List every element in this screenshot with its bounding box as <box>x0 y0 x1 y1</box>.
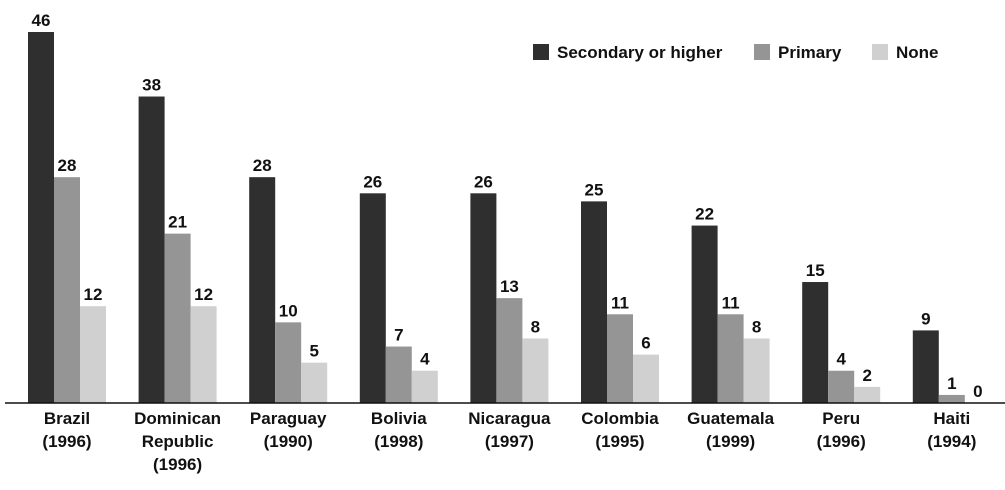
value-label: 26 <box>474 172 493 191</box>
bar <box>80 306 106 403</box>
bar <box>54 177 80 403</box>
bar <box>359 193 386 403</box>
bar <box>249 177 276 403</box>
x-tick-label: Guatemala (1999) <box>687 409 775 451</box>
value-label: 8 <box>531 317 540 336</box>
value-label: 12 <box>84 285 103 304</box>
bar <box>496 298 523 403</box>
x-tick-label: Paraguay (1990) <box>249 409 327 451</box>
bar <box>938 394 965 403</box>
legend-swatch <box>754 44 770 60</box>
value-label: 12 <box>194 285 213 304</box>
bar <box>607 314 633 403</box>
bar <box>411 370 438 403</box>
value-label: 6 <box>641 334 650 353</box>
bar <box>912 330 939 403</box>
value-label: 1 <box>947 374 956 393</box>
bar <box>301 362 328 403</box>
value-label: 13 <box>500 277 519 296</box>
bar <box>633 354 659 403</box>
value-label: 2 <box>862 366 871 385</box>
legend-swatch <box>872 44 888 60</box>
x-tick-label: Dominican Republic (1996) <box>134 409 222 474</box>
bar <box>802 282 829 403</box>
bar <box>717 314 744 403</box>
value-label: 4 <box>420 350 430 369</box>
value-label: 25 <box>585 180 604 199</box>
value-label: 8 <box>752 317 761 336</box>
bar <box>385 346 412 403</box>
bar <box>138 96 165 404</box>
value-label: 28 <box>58 156 77 175</box>
x-tick-label: Peru (1996) <box>816 409 866 451</box>
x-tick-label: Nicaragua (1997) <box>468 409 551 451</box>
value-label: 9 <box>921 309 930 328</box>
value-label: 21 <box>168 213 187 232</box>
legend-swatch <box>533 44 549 60</box>
bar <box>164 233 191 403</box>
value-label: 4 <box>836 350 846 369</box>
legend-label: None <box>896 43 939 62</box>
value-label: 46 <box>32 11 51 30</box>
x-tick-label: Haiti (1994) <box>927 409 977 451</box>
x-tick-label: Colombia (1995) <box>581 409 659 451</box>
bar <box>854 386 881 403</box>
bar <box>275 322 302 403</box>
value-label: 11 <box>611 293 629 312</box>
value-label: 7 <box>394 326 403 345</box>
value-label: 38 <box>142 76 161 95</box>
value-label: 0 <box>973 382 982 401</box>
value-label: 11 <box>722 293 740 312</box>
value-label: 28 <box>253 156 272 175</box>
x-tick-label: Brazil (1996) <box>42 409 92 451</box>
value-label: 26 <box>363 172 382 191</box>
value-label: 15 <box>806 261 825 280</box>
bar <box>522 338 549 403</box>
bar <box>581 201 607 403</box>
bar <box>470 193 497 403</box>
legend-label: Secondary or higher <box>557 43 723 62</box>
value-label: 22 <box>695 205 714 224</box>
bar <box>828 370 855 403</box>
value-label: 10 <box>279 301 298 320</box>
bar <box>691 225 718 403</box>
value-label: 5 <box>309 342 318 361</box>
bar <box>743 338 770 403</box>
bar <box>28 32 54 403</box>
legend-label: Primary <box>778 43 842 62</box>
bar <box>190 306 217 403</box>
x-tick-label: Bolivia (1998) <box>370 409 427 451</box>
